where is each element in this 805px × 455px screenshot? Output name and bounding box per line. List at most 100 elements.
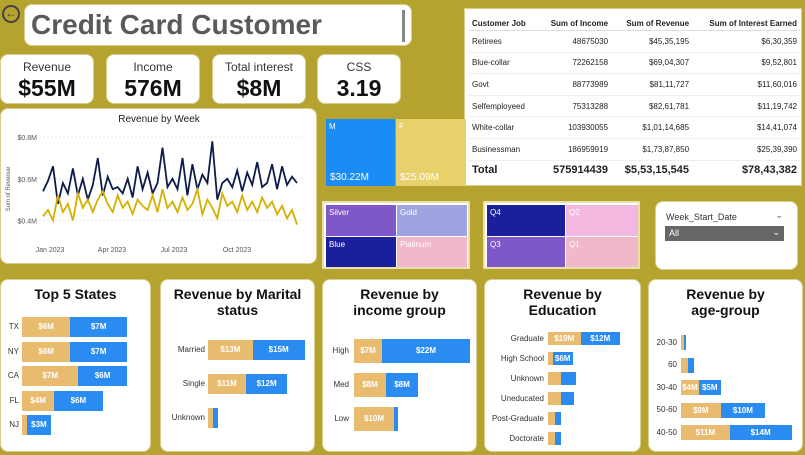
bar-female[interactable] — [208, 408, 214, 428]
chart-title: Revenue by Marital status — [173, 286, 302, 318]
bar-female[interactable] — [548, 392, 562, 405]
table-cell: $81,11,727 — [611, 73, 693, 96]
bar-male[interactable]: $5M — [698, 380, 721, 395]
chart-title: Revenue by Education — [523, 286, 602, 318]
x-tick-label: Apr 2023 — [98, 247, 127, 254]
y-tick-label: $0.8M — [18, 135, 38, 142]
card-category-treemap: Silver Gold Blue Platinum — [322, 201, 470, 269]
kpi-value: 576M — [124, 75, 182, 101]
bar-female[interactable] — [548, 432, 555, 445]
column-header[interactable]: Sum of Interest Earned — [692, 17, 800, 31]
bar-male[interactable] — [554, 432, 562, 445]
bar-male[interactable]: $22M — [382, 339, 470, 363]
bar-female[interactable]: $7M — [354, 339, 382, 363]
table-cell: 75313288 — [537, 95, 612, 118]
table-cell: $6,30,359 — [692, 30, 800, 53]
bar-female[interactable]: $10M — [548, 332, 581, 345]
revenue-by-week-chart: Revenue by Week Sum of Revenue $0.4M $0.6… — [6, 114, 301, 254]
bar-male[interactable] — [683, 335, 687, 350]
revenue-by-income-group-card: Revenue by income group High $7M $22M Med $8… — [322, 279, 477, 452]
customer-job-table: Customer Job Sum of Income Sum of Revenu… — [469, 17, 800, 180]
bar-female[interactable]: $8M — [354, 373, 386, 397]
table-cell: White-collar — [469, 116, 538, 139]
kpi-value: 3.19 — [336, 75, 382, 101]
table-cell: 72262158 — [537, 52, 612, 75]
slicer-dropdown[interactable]: All ⌄ — [665, 226, 784, 241]
bar-male[interactable] — [687, 357, 695, 373]
treemap-tile-q3[interactable]: Q3 — [487, 237, 565, 267]
treemap-tile-silver[interactable]: Silver — [326, 205, 396, 236]
bar-male[interactable]: $14M — [729, 425, 792, 440]
bar-male[interactable]: $6M — [54, 390, 103, 411]
bar-male[interactable] — [554, 412, 562, 425]
bar-male[interactable]: $6M — [552, 352, 573, 365]
column-header[interactable]: Sum of Revenue — [611, 17, 693, 31]
gridlines — [39, 136, 301, 221]
chart-title: Top 5 States — [34, 286, 117, 302]
treemap-tile-m[interactable]: M $30.22M — [326, 119, 395, 186]
bar-male[interactable] — [561, 392, 575, 405]
category-label: Med — [333, 380, 349, 389]
bar-female[interactable]: $11M — [208, 374, 246, 394]
week-start-date-slicer: Week_Start_Date ⌄ All ⌄ — [655, 201, 798, 270]
treemap-tile-blue[interactable]: Blue — [326, 237, 396, 267]
bar-male[interactable]: $12M — [245, 374, 288, 394]
bar-female[interactable]: $4M — [22, 390, 55, 411]
customer-job-table-card: Customer Job Sum of Income Sum of Revenu… — [464, 8, 802, 186]
table-cell: Selfemployeed — [469, 95, 538, 118]
slicer-label: Week_Start_Date — [666, 212, 737, 222]
category-label: 50-60 — [656, 405, 677, 414]
kpi-label: CSS — [346, 60, 372, 74]
bar-female[interactable]: $10M — [354, 407, 394, 431]
bar-male[interactable]: $7M — [70, 341, 127, 362]
category-label: 30-40 — [656, 382, 677, 392]
bar-male[interactable] — [213, 408, 219, 428]
column-header[interactable]: Sum of Income — [537, 17, 612, 31]
table-cell: $69,04,307 — [611, 52, 693, 75]
bar-female[interactable] — [681, 357, 688, 373]
table-cell: $11,60,016 — [692, 73, 800, 96]
treemap-tile-q2[interactable]: Q2 — [566, 205, 638, 236]
treemap-tile-f[interactable]: F $25.09M — [396, 119, 466, 186]
bar-male[interactable]: $6M — [78, 366, 127, 386]
treemap-tile-gold[interactable]: Gold — [397, 205, 467, 236]
bar-male[interactable]: $12M — [580, 332, 620, 345]
bar-female[interactable] — [681, 335, 684, 350]
bar-male[interactable] — [394, 407, 398, 431]
bar-female[interactable]: $6M — [22, 341, 71, 362]
table-cell: $25,39,390 — [692, 138, 800, 161]
y-tick-label: $0.6M — [18, 177, 38, 184]
bar-female[interactable]: $6M — [22, 317, 71, 337]
chevron-down-icon[interactable]: ⌄ — [775, 210, 783, 220]
bar-male[interactable] — [561, 372, 576, 385]
back-arrow-icon[interactable]: ← — [2, 5, 20, 23]
bar-male[interactable]: $3M — [26, 415, 52, 435]
bar-male[interactable]: $10M — [720, 402, 766, 418]
bar-female[interactable]: $7M — [22, 366, 79, 386]
bar-female[interactable]: $13M — [208, 340, 253, 360]
bar-female[interactable] — [548, 352, 553, 365]
bar-female[interactable]: $9M — [681, 402, 721, 418]
treemap-tile-q4[interactable]: Q4 — [487, 205, 565, 236]
table-cell: Govt — [469, 73, 538, 96]
bar-male[interactable]: $8M — [386, 373, 418, 397]
top-5-states-card: Top 5 States TX $6M $7M NY $6M $7M CA $7M $6M FL $… — [0, 279, 151, 452]
bar-female[interactable]: $11M — [681, 425, 730, 440]
table-cell: 186959919 — [537, 138, 612, 161]
kpi-label: Total interest — [224, 60, 294, 74]
kpi-label: Income — [133, 60, 173, 74]
treemap-tile-q1[interactable]: Q1 — [566, 237, 638, 267]
tile-label: F — [399, 122, 404, 131]
y-tick-labels: $0.4M $0.6M $0.8M — [18, 135, 38, 225]
bar-male[interactable]: $15M — [252, 340, 305, 360]
bar-male[interactable]: $7M — [70, 317, 127, 337]
treemap-tile-platinum[interactable]: Platinum — [397, 237, 467, 267]
revenue-by-age-group-card: Revenue by age-group 20-30 60 30-40 $4M $5M 5… — [648, 279, 803, 452]
category-label: NJ — [9, 420, 19, 429]
quarter-treemap: Q4 Q2 Q3 Q1 — [483, 201, 640, 269]
bar-female[interactable]: $4M — [681, 380, 699, 395]
bar-female[interactable] — [22, 415, 27, 435]
bar-female[interactable] — [548, 412, 555, 425]
bar-female[interactable] — [548, 372, 562, 385]
column-header[interactable]: Customer Job — [469, 17, 538, 31]
